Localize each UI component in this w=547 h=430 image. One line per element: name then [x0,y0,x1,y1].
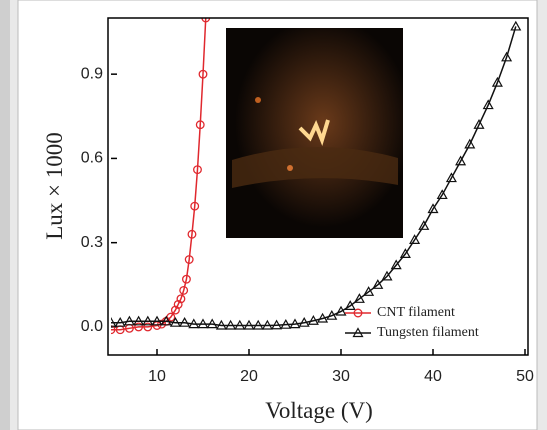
marker [176,294,186,304]
marker [160,315,172,326]
marker [206,318,218,329]
marker [179,316,191,327]
marker [179,285,189,295]
marker [298,316,310,327]
marker [173,300,183,309]
marker [133,315,145,326]
legend-label: CNT filament [377,305,455,320]
marker [184,255,194,264]
y-tick-label: 0.6 [81,150,103,167]
marker [215,319,227,330]
marker [243,319,255,330]
marker [252,319,264,330]
x-tick-label: 50 [516,368,534,385]
marker [195,120,205,130]
legend-marker [353,308,363,318]
side-strip [0,0,10,430]
marker [198,69,208,79]
marker [353,293,365,303]
marker [151,315,163,326]
marker [326,309,338,320]
series-line [111,18,207,331]
marker [307,315,319,325]
series [111,20,522,330]
marker [197,318,209,329]
marker [143,322,153,332]
x-tick-label: 20 [240,368,258,385]
marker [187,229,197,239]
marker [234,319,246,330]
x-tick-label: 40 [424,368,442,385]
marker [455,155,467,166]
legend-marker [352,327,364,338]
marker [445,172,457,183]
marker [111,325,116,335]
marker [464,138,476,149]
marker [170,305,180,315]
marker [390,259,402,270]
marker [363,286,375,296]
plot-frame [107,17,529,356]
marker [317,312,329,323]
marker [111,316,117,327]
marker [201,18,211,23]
marker [188,318,200,329]
marker [280,318,292,329]
marker [335,305,347,316]
marker [142,315,154,326]
y-axis-label: Lux × 1000 [42,132,67,240]
marker [510,20,522,31]
marker [193,165,202,175]
marker [491,76,503,87]
plot-area: 10 20 30 40 50 0.0 0.3 0.6 0.9 CNT filament Tungst… [81,17,534,385]
marker [436,189,448,200]
marker [114,316,126,327]
marker [418,220,430,230]
y-tick-label: 0.3 [81,234,103,251]
marker [169,316,181,327]
marker [381,270,393,281]
marker [399,248,411,258]
marker [181,274,191,284]
x-tick-label: 30 [332,368,350,385]
y-tick-label: 0.9 [81,65,103,82]
marker [157,319,167,329]
marker [501,51,513,62]
marker [271,319,283,330]
marker [409,234,421,244]
marker [482,99,494,110]
legend-label: Tungsten filament [377,325,479,340]
marker [134,322,144,332]
inset-photo [226,28,403,238]
x-tick-label: 10 [148,368,166,385]
marker [123,315,135,326]
x-axis-label: Voltage (V) [265,398,373,423]
marker [261,319,273,330]
marker [473,118,485,129]
marker [225,319,237,330]
marker [289,318,301,329]
marker [190,201,200,211]
y-tick-label: 0.0 [81,318,103,335]
marker [427,203,439,214]
marker [344,300,356,310]
marker [372,279,384,289]
